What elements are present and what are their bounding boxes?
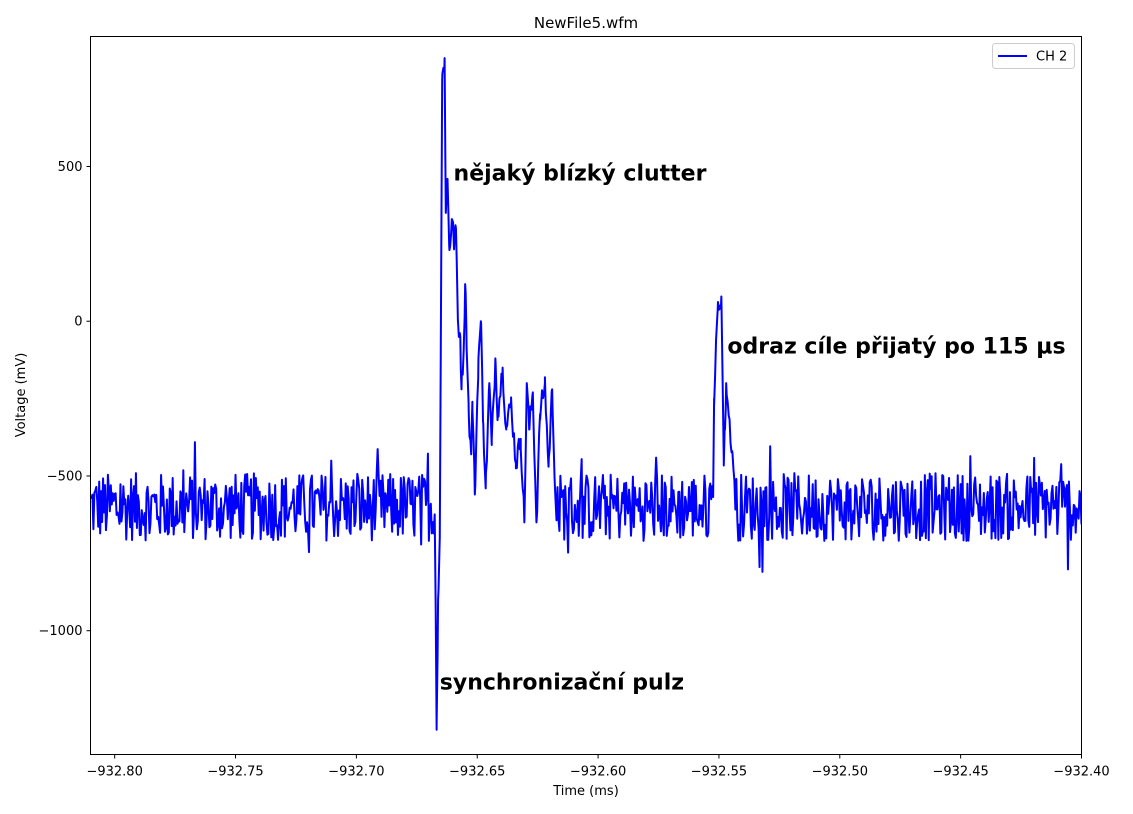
legend: CH 2: [992, 43, 1075, 69]
legend-box: [992, 43, 1075, 69]
x-tick-label: −932.60: [570, 765, 626, 780]
x-tick-label: −932.65: [449, 765, 505, 780]
annotation-label: nějaký blízký clutter: [454, 161, 707, 186]
x-axis: −932.80 −932.75 −932.70 −932.65 −932.60 −932.…: [86, 754, 1110, 780]
series-line-ch2: [90, 57, 1082, 731]
x-axis-label: Time (ms): [552, 784, 619, 799]
y-tick-label: −1000: [39, 624, 83, 639]
x-tick-label: −932.45: [932, 765, 988, 780]
x-tick-label: −932.50: [812, 765, 868, 780]
annotation-label: synchronizační pulz: [440, 671, 684, 696]
y-axis: 500 0 −500 −1000: [39, 160, 91, 639]
y-tick-label: 500: [58, 160, 83, 175]
annotation-label: odraz cíle přijatý po 115 µs: [727, 335, 1065, 360]
x-tick-label: −932.75: [207, 765, 263, 780]
annotations: nějaký blízký clutter odraz cíle přijatý …: [440, 161, 1066, 695]
x-tick-label: −932.55: [691, 765, 747, 780]
y-axis-label: Voltage (mV): [14, 353, 29, 438]
y-tick-label: −500: [47, 469, 83, 484]
x-tick-label: −932.40: [1053, 765, 1109, 780]
chart-title: NewFile5.wfm: [534, 14, 638, 32]
series-layer: [90, 57, 1082, 731]
y-tick-label: 0: [74, 315, 82, 330]
x-tick-label: −932.70: [328, 765, 384, 780]
plot-frame: [90, 36, 1082, 755]
x-tick-label: −932.80: [86, 765, 142, 780]
legend-label-ch2: CH 2: [1036, 50, 1067, 65]
